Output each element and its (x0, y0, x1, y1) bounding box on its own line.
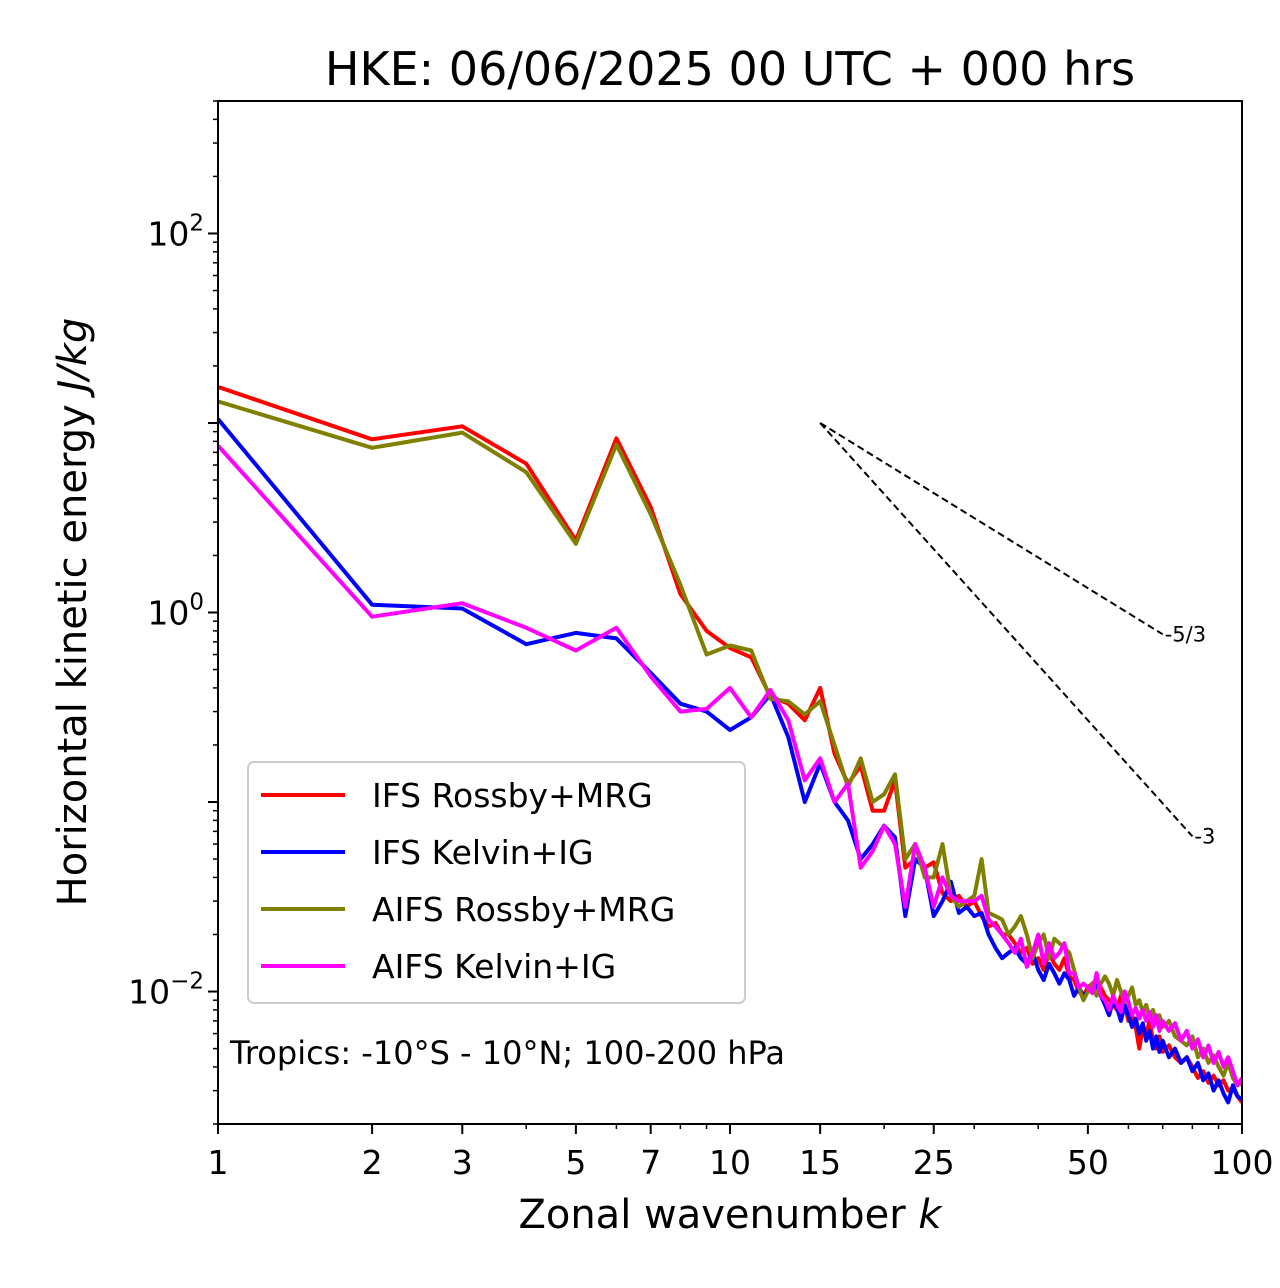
x-tick-label: 100 (1211, 1143, 1274, 1182)
reference-line-label-2: -3 (1194, 824, 1215, 848)
x-tick-label: 50 (1067, 1143, 1109, 1182)
x-tick-label: 25 (913, 1143, 955, 1182)
legend-label-4: AIFS Kelvin+IG (372, 947, 616, 986)
x-tick-label: 15 (799, 1143, 841, 1182)
reference-line-label-1: -5/3 (1165, 622, 1206, 646)
reference-line-2 (819, 422, 1194, 837)
reference-slope-lines: -5/3 -3 (819, 422, 1215, 848)
legend-label-2: IFS Kelvin+IG (372, 833, 594, 872)
y-axis-label: Horizontal kinetic energy J/kg (50, 318, 96, 907)
legend: IFS Rossby+MRG IFS Kelvin+IG AIFS Rossby+M… (247, 761, 746, 1004)
x-axis-label: Zonal wavenumber k (518, 1192, 943, 1238)
reference-line-1 (819, 422, 1164, 636)
x-tick-label: 2 (362, 1143, 383, 1182)
y-tick-label: 102 (147, 210, 204, 253)
legend-box (247, 761, 746, 1004)
series-lines (218, 385, 1242, 1105)
series-line-4 (218, 444, 1242, 1088)
series-line-1 (218, 385, 1242, 1104)
x-tick-label: 3 (452, 1143, 473, 1182)
region-annotation: Tropics: -10°S - 10°N; 100-200 hPa (229, 1034, 785, 1072)
series-line-3 (218, 399, 1242, 1088)
x-tick-label: 7 (640, 1143, 661, 1182)
chart-title: HKE: 06/06/2025 00 UTC + 000 hrs (325, 42, 1135, 96)
legend-label-1: IFS Rossby+MRG (372, 776, 653, 815)
x-tick-label: 5 (565, 1143, 586, 1182)
plot-frame (217, 100, 1243, 1125)
x-tick-label: 1 (208, 1143, 229, 1182)
x-tick-label: 10 (709, 1143, 751, 1182)
x-axis-ticks: 1 2 3 5 7 10 15 25 50 100 (208, 1124, 1274, 1182)
legend-label-3: AIFS Rossby+MRG (372, 890, 675, 929)
y-axis-ticks: 102 100 10−2 (128, 100, 218, 1125)
y-tick-label: 10−2 (128, 969, 204, 1012)
y-tick-label: 100 (147, 590, 204, 633)
